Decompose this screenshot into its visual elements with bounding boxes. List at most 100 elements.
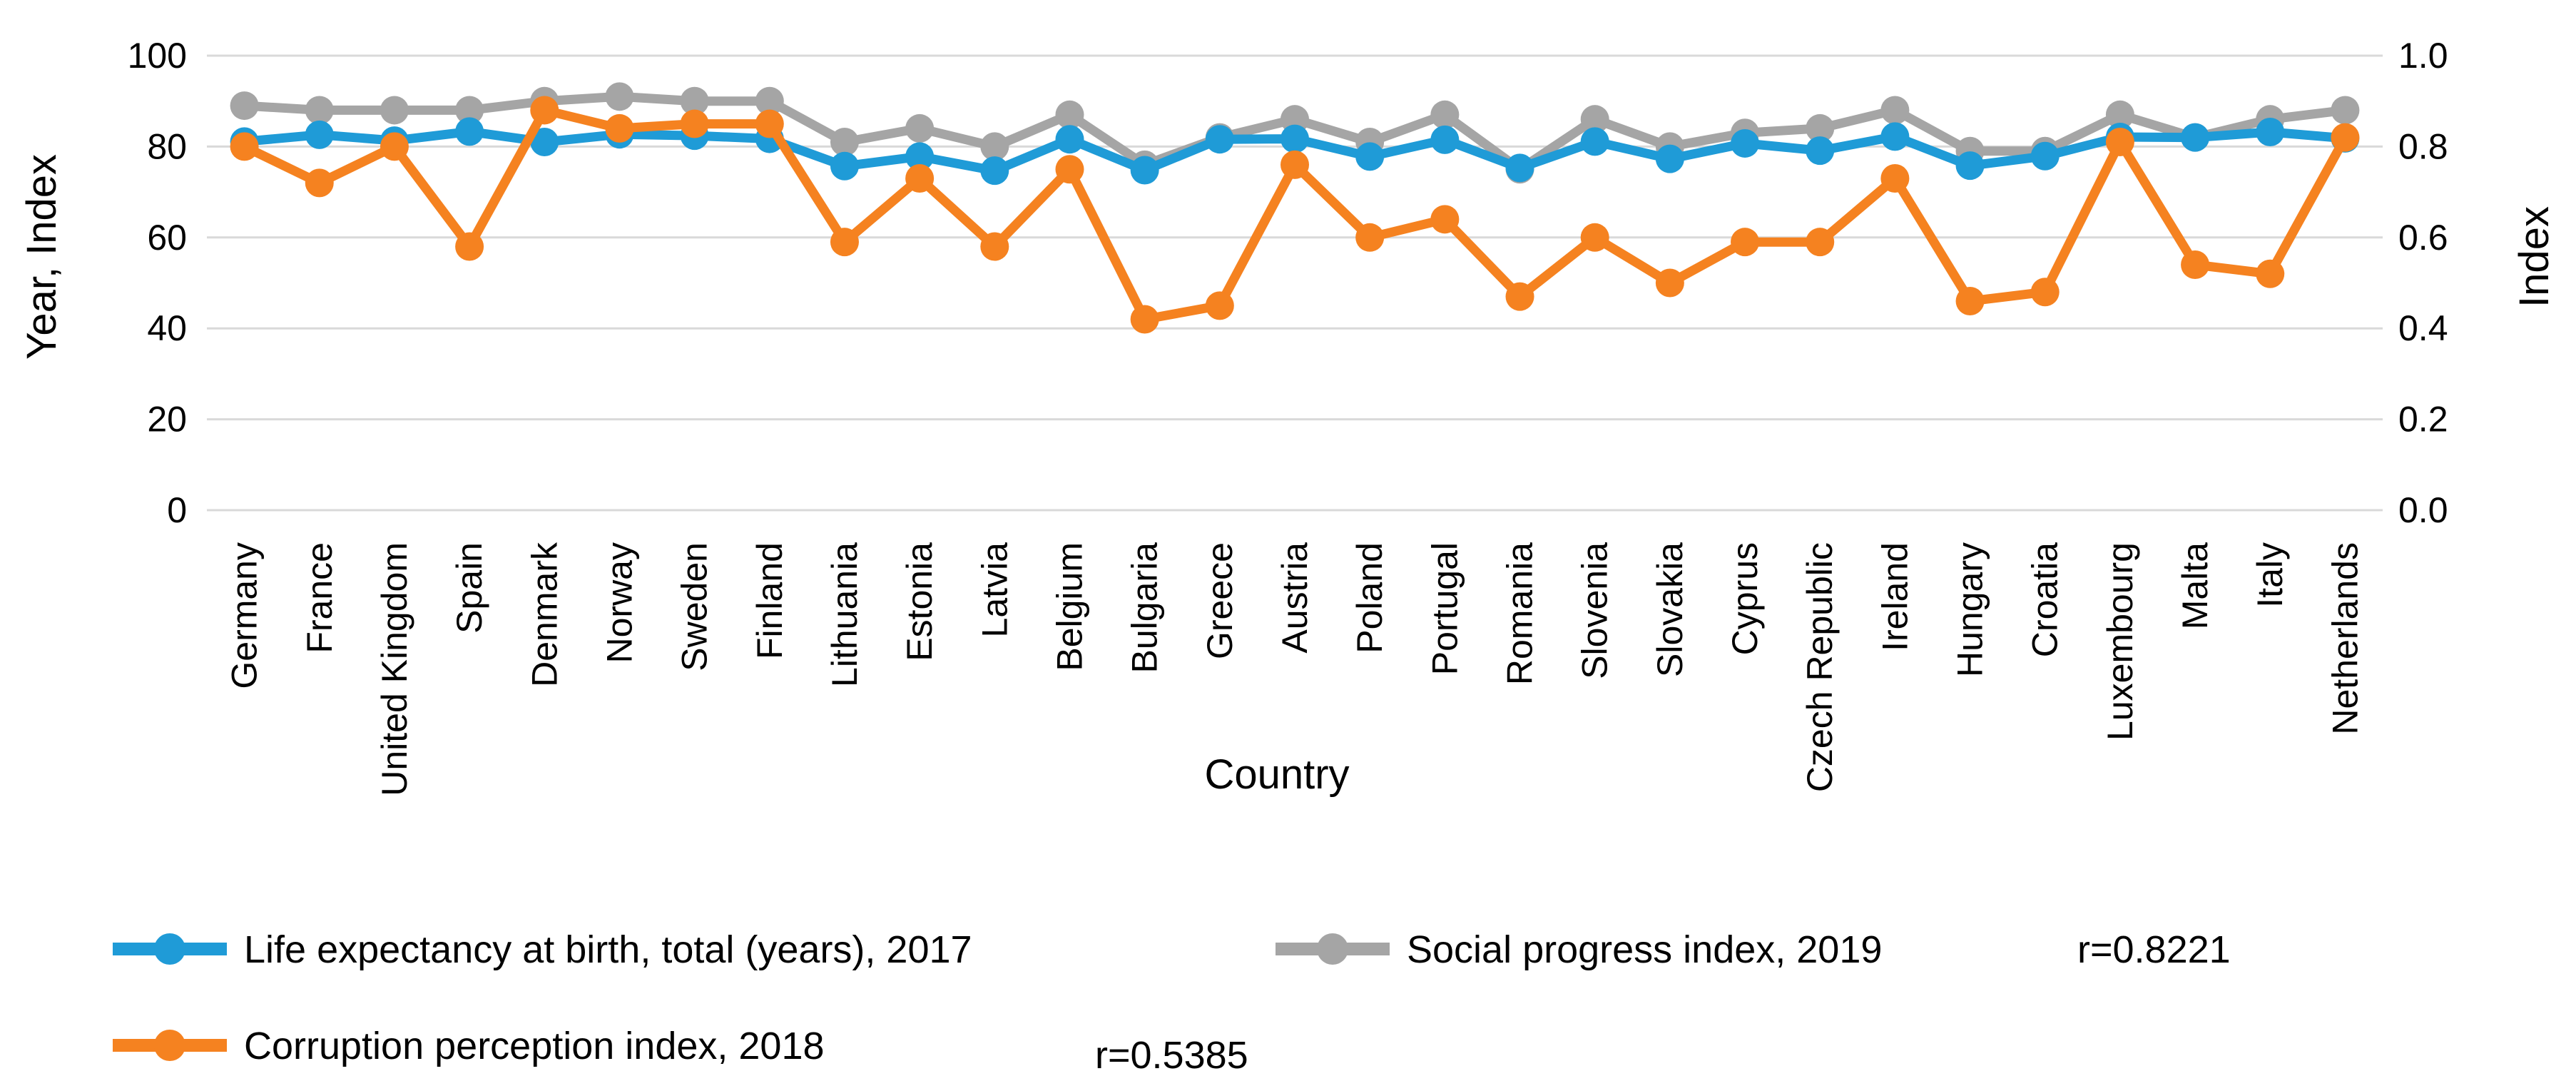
data-point <box>305 120 334 149</box>
data-point <box>2331 123 2360 152</box>
x-tick-label: Estonia <box>900 542 940 661</box>
x-tick-label: Slovenia <box>1575 542 1615 679</box>
legend-swatch-marker <box>154 1030 185 1061</box>
x-tick-label: Ireland <box>1875 542 1915 651</box>
data-point <box>1655 144 1684 173</box>
data-point <box>1806 228 1835 257</box>
data-point <box>1731 228 1760 257</box>
y-tick-label: 60 <box>147 218 187 258</box>
data-point <box>1430 125 1460 154</box>
data-point <box>1731 128 1760 158</box>
data-point <box>755 86 784 116</box>
x-axis-title: Country <box>1204 751 1349 798</box>
data-point <box>2105 100 2134 129</box>
data-point <box>680 86 709 116</box>
x-tick-label: Denmark <box>524 542 564 687</box>
series-group <box>230 82 2360 334</box>
data-point <box>905 113 935 143</box>
data-point <box>2030 278 2060 307</box>
y-tick-label: 100 <box>128 36 187 76</box>
data-point <box>1880 163 1910 193</box>
data-point <box>2030 141 2060 171</box>
x-tick-label: Norway <box>599 542 639 663</box>
data-point <box>230 132 259 161</box>
data-point <box>2181 250 2210 280</box>
y2-tick-label: 0.8 <box>2398 126 2448 166</box>
data-point <box>1955 151 1985 181</box>
x-tick-label: Romania <box>1500 542 1540 685</box>
data-point <box>455 232 484 261</box>
y-axis-right: 0.0 0.2 0.4 0.6 0.8 1.0 <box>2398 36 2448 530</box>
data-point <box>2181 123 2210 152</box>
data-point <box>605 113 634 143</box>
y-tick-label: 20 <box>147 400 187 440</box>
data-point <box>1580 105 1609 134</box>
data-point <box>980 156 1009 186</box>
x-tick-label: Portugal <box>1425 542 1465 675</box>
x-tick-label: Croatia <box>2025 542 2065 657</box>
x-tick-label: Sweden <box>675 542 715 671</box>
data-point <box>1505 153 1534 183</box>
data-point <box>530 128 559 157</box>
data-point <box>305 96 334 125</box>
data-point <box>1055 100 1084 129</box>
legend-entry-life-expectancy: Life expectancy at birth, total (years),… <box>113 928 972 971</box>
legend-note-correlation: r=0.8221 <box>2077 928 2231 971</box>
data-point <box>455 117 484 146</box>
data-point <box>1806 113 1835 143</box>
data-point <box>2256 118 2285 147</box>
x-tick-label: Bulgaria <box>1125 542 1165 674</box>
data-point <box>680 109 709 138</box>
x-tick-label: Belgium <box>1049 542 1089 671</box>
data-point <box>1430 205 1460 234</box>
data-point <box>1281 124 1309 153</box>
x-tick-label: Spain <box>449 542 489 634</box>
legend-label: Corruption perception index, 2018 <box>244 1025 825 1067</box>
y2-tick-label: 0.2 <box>2398 400 2448 440</box>
data-point <box>905 142 935 171</box>
data-point <box>1955 286 1985 315</box>
legend-label: Life expectancy at birth, total (years),… <box>244 928 972 971</box>
data-point <box>380 132 409 161</box>
data-point <box>1806 136 1835 166</box>
data-point <box>2256 259 2285 288</box>
legend-entry-corruption: Corruption perception index, 2018 r=0.53… <box>113 1025 1248 1077</box>
data-point <box>1430 100 1460 129</box>
data-point <box>1205 291 1234 320</box>
y2-tick-label: 1.0 <box>2398 36 2448 76</box>
y2-tick-label: 0.6 <box>2398 218 2448 258</box>
legend-swatch-marker <box>154 933 185 965</box>
data-point <box>2105 128 2134 157</box>
x-tick-label: France <box>300 542 340 654</box>
data-point <box>1205 125 1234 154</box>
x-tick-label: Netherlands <box>2325 542 2365 735</box>
data-point <box>830 228 859 257</box>
y2-axis-title: Index <box>2511 206 2557 308</box>
data-point <box>1281 105 1309 134</box>
x-tick-label: Latvia <box>974 542 1014 638</box>
data-point <box>830 128 859 157</box>
y2-tick-label: 0.0 <box>2398 490 2448 530</box>
data-point <box>1880 96 1910 125</box>
x-tick-label: United Kingdom <box>375 542 414 796</box>
x-tick-label: Poland <box>1350 542 1390 654</box>
data-point <box>1580 127 1609 156</box>
data-point <box>830 151 859 181</box>
legend: Life expectancy at birth, total (years),… <box>113 928 2231 1077</box>
x-tick-label: Germany <box>225 542 265 689</box>
data-point <box>230 91 259 121</box>
x-tick-label: Hungary <box>1950 542 1990 677</box>
legend-note-correlation: r=0.5385 <box>1095 1034 1248 1077</box>
data-point <box>530 96 559 125</box>
x-tick-label: Slovakia <box>1650 542 1690 677</box>
legend-swatch-marker <box>1317 933 1348 965</box>
data-point <box>1130 305 1159 334</box>
data-point <box>455 96 484 125</box>
x-tick-label: Finland <box>750 542 790 659</box>
data-point <box>380 96 409 125</box>
x-tick-label: Greece <box>1200 542 1240 659</box>
y2-tick-label: 0.4 <box>2398 308 2448 348</box>
y-axis-left: 0 20 40 60 80 100 <box>128 36 187 530</box>
y-tick-label: 80 <box>147 126 187 166</box>
